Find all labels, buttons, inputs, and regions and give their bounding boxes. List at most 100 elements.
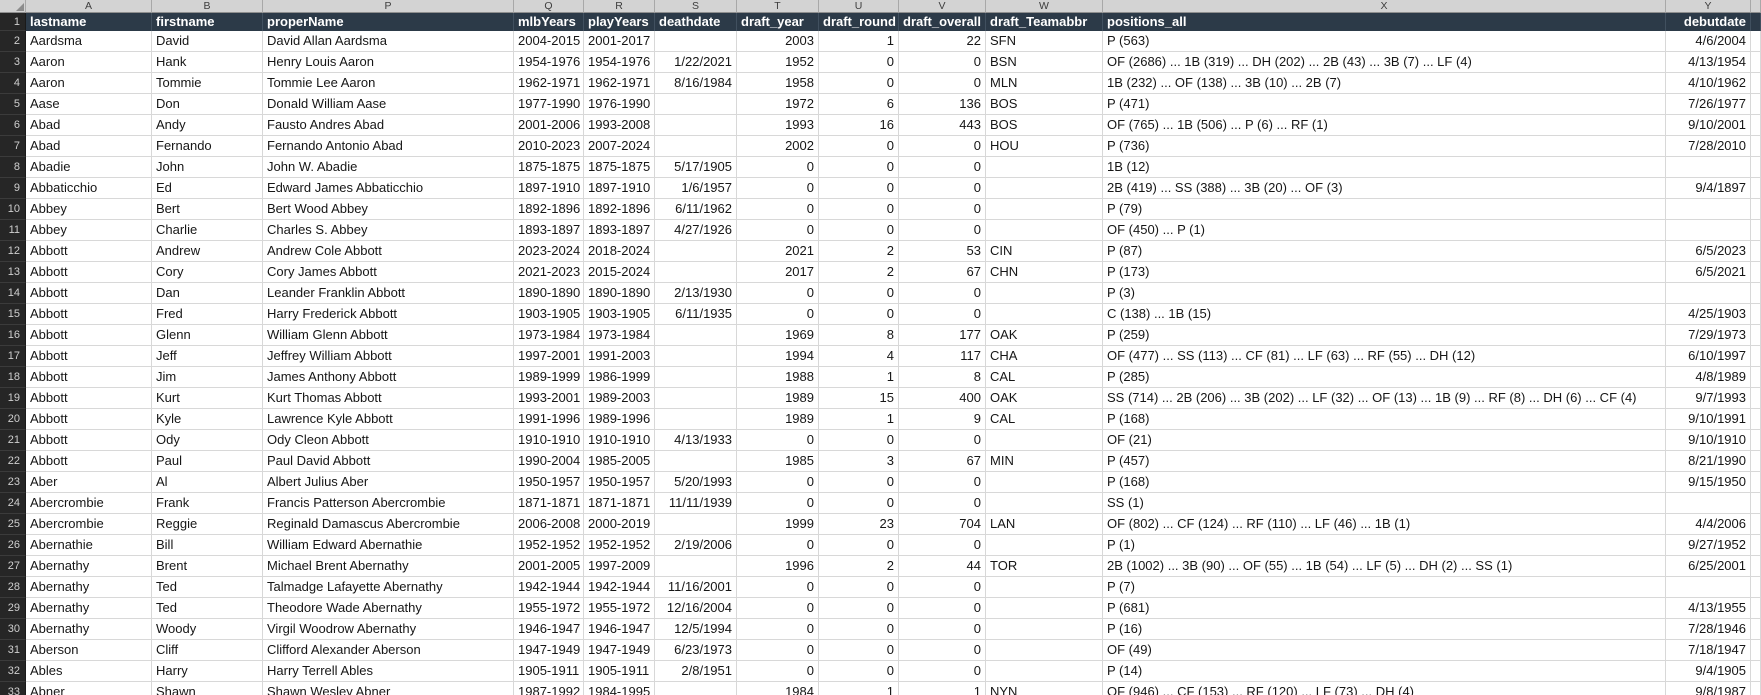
cell-draft_round[interactable]: 0: [819, 619, 899, 640]
cell-lastname[interactable]: Abad: [26, 136, 152, 157]
cell-playYears[interactable]: 1976-1990: [584, 94, 655, 115]
cell-firstname[interactable]: John: [152, 157, 263, 178]
cell-draft_Teamabbr[interactable]: CIN: [986, 241, 1103, 262]
cell-debutdate[interactable]: 9/8/1987: [1666, 682, 1751, 695]
cell-lastname[interactable]: Abner: [26, 682, 152, 695]
cell-deathdate[interactable]: [655, 262, 737, 283]
cell-positions_all[interactable]: P (79): [1103, 199, 1666, 220]
cell-lastname[interactable]: Abbott: [26, 346, 152, 367]
cell-mlbYears[interactable]: 2004-2015: [514, 31, 584, 52]
cell-draft_Teamabbr[interactable]: [986, 619, 1103, 640]
cell-lastname[interactable]: Abadie: [26, 157, 152, 178]
row-number[interactable]: 4: [0, 73, 26, 94]
cell-deathdate[interactable]: 2/19/2006: [655, 535, 737, 556]
cell-deathdate[interactable]: [655, 31, 737, 52]
cell-draft_Teamabbr[interactable]: TOR: [986, 556, 1103, 577]
cell-firstname[interactable]: Al: [152, 472, 263, 493]
cell-draft_overall[interactable]: 0: [899, 136, 986, 157]
cell-draft_year[interactable]: 2003: [737, 31, 819, 52]
cell-deathdate[interactable]: [655, 388, 737, 409]
cell-draft_year[interactable]: 1984: [737, 682, 819, 695]
cell-playYears[interactable]: 1950-1957: [584, 472, 655, 493]
cell-properName[interactable]: Shawn Wesley Abner: [263, 682, 514, 695]
cell-draft_round[interactable]: 0: [819, 283, 899, 304]
cell-playYears[interactable]: 2001-2017: [584, 31, 655, 52]
cell-debutdate[interactable]: [1666, 283, 1751, 304]
cell-draft_round[interactable]: 0: [819, 535, 899, 556]
cell-playYears[interactable]: 1875-1875: [584, 157, 655, 178]
cell-lastname[interactable]: Abbott: [26, 304, 152, 325]
cell-mlbYears[interactable]: 1892-1896: [514, 199, 584, 220]
cell-properName[interactable]: Fausto Andres Abad: [263, 115, 514, 136]
cell-draft_overall[interactable]: 0: [899, 493, 986, 514]
cell-firstname[interactable]: Paul: [152, 451, 263, 472]
cell-deathdate[interactable]: 1/22/2021: [655, 52, 737, 73]
column-letter-W[interactable]: W: [986, 0, 1103, 13]
cell-positions_all[interactable]: P (563): [1103, 31, 1666, 52]
cell-lastname[interactable]: Aber: [26, 472, 152, 493]
cell-deathdate[interactable]: 4/13/1933: [655, 430, 737, 451]
column-letter-U[interactable]: U: [819, 0, 899, 13]
cell-mlbYears[interactable]: 1962-1971: [514, 73, 584, 94]
cell-draft_overall[interactable]: 0: [899, 199, 986, 220]
cell-properName[interactable]: Lawrence Kyle Abbott: [263, 409, 514, 430]
row-number[interactable]: 11: [0, 220, 26, 241]
cell-draft_overall[interactable]: 0: [899, 577, 986, 598]
cell-draft_round[interactable]: 1: [819, 409, 899, 430]
cell-draft_overall[interactable]: 0: [899, 220, 986, 241]
header-cell-positions_all[interactable]: positions_all: [1103, 13, 1666, 31]
column-letter-A[interactable]: A: [26, 0, 152, 13]
cell-draft_overall[interactable]: 0: [899, 619, 986, 640]
cell-draft_round[interactable]: 16: [819, 115, 899, 136]
cell-properName[interactable]: Fernando Antonio Abad: [263, 136, 514, 157]
column-letter-X[interactable]: X: [1103, 0, 1666, 13]
cell-draft_year[interactable]: 1988: [737, 367, 819, 388]
cell-positions_all[interactable]: OF (765) ... 1B (506) ... P (6) ... RF (…: [1103, 115, 1666, 136]
cell-properName[interactable]: James Anthony Abbott: [263, 367, 514, 388]
cell-draft_year[interactable]: 0: [737, 472, 819, 493]
cell-draft_Teamabbr[interactable]: MIN: [986, 451, 1103, 472]
cell-properName[interactable]: Virgil Woodrow Abernathy: [263, 619, 514, 640]
cell-draft_overall[interactable]: 44: [899, 556, 986, 577]
cell-deathdate[interactable]: 6/23/1973: [655, 640, 737, 661]
row-number[interactable]: 28: [0, 577, 26, 598]
cell-draft_Teamabbr[interactable]: NYN: [986, 682, 1103, 695]
cell-playYears[interactable]: 1997-2009: [584, 556, 655, 577]
cell-draft_year[interactable]: 1989: [737, 388, 819, 409]
cell-deathdate[interactable]: [655, 325, 737, 346]
cell-lastname[interactable]: Aardsma: [26, 31, 152, 52]
row-number[interactable]: 22: [0, 451, 26, 472]
cell-draft_Teamabbr[interactable]: [986, 199, 1103, 220]
cell-mlbYears[interactable]: 1890-1890: [514, 283, 584, 304]
cell-positions_all[interactable]: P (457): [1103, 451, 1666, 472]
cell-playYears[interactable]: 1952-1952: [584, 535, 655, 556]
cell-positions_all[interactable]: P (14): [1103, 661, 1666, 682]
row-number[interactable]: 15: [0, 304, 26, 325]
cell-firstname[interactable]: Bill: [152, 535, 263, 556]
row-number[interactable]: 16: [0, 325, 26, 346]
row-number[interactable]: 19: [0, 388, 26, 409]
cell-properName[interactable]: Talmadge Lafayette Abernathy: [263, 577, 514, 598]
cell-draft_year[interactable]: 0: [737, 640, 819, 661]
cell-firstname[interactable]: Tommie: [152, 73, 263, 94]
cell-deathdate[interactable]: 6/11/1962: [655, 199, 737, 220]
cell-playYears[interactable]: 2015-2024: [584, 262, 655, 283]
cell-firstname[interactable]: Fernando: [152, 136, 263, 157]
cell-lastname[interactable]: Abbott: [26, 367, 152, 388]
column-letter-V[interactable]: V: [899, 0, 986, 13]
cell-draft_year[interactable]: 0: [737, 157, 819, 178]
cell-properName[interactable]: Theodore Wade Abernathy: [263, 598, 514, 619]
cell-positions_all[interactable]: P (16): [1103, 619, 1666, 640]
cell-mlbYears[interactable]: 1893-1897: [514, 220, 584, 241]
header-cell-playYears[interactable]: playYears: [584, 13, 655, 31]
cell-deathdate[interactable]: 1/6/1957: [655, 178, 737, 199]
cell-positions_all[interactable]: P (285): [1103, 367, 1666, 388]
row-number[interactable]: 27: [0, 556, 26, 577]
cell-debutdate[interactable]: 7/18/1947: [1666, 640, 1751, 661]
cell-debutdate[interactable]: 7/29/1973: [1666, 325, 1751, 346]
cell-debutdate[interactable]: 4/25/1903: [1666, 304, 1751, 325]
row-number[interactable]: 14: [0, 283, 26, 304]
cell-playYears[interactable]: 1973-1984: [584, 325, 655, 346]
cell-lastname[interactable]: Abbott: [26, 430, 152, 451]
cell-lastname[interactable]: Abbott: [26, 241, 152, 262]
